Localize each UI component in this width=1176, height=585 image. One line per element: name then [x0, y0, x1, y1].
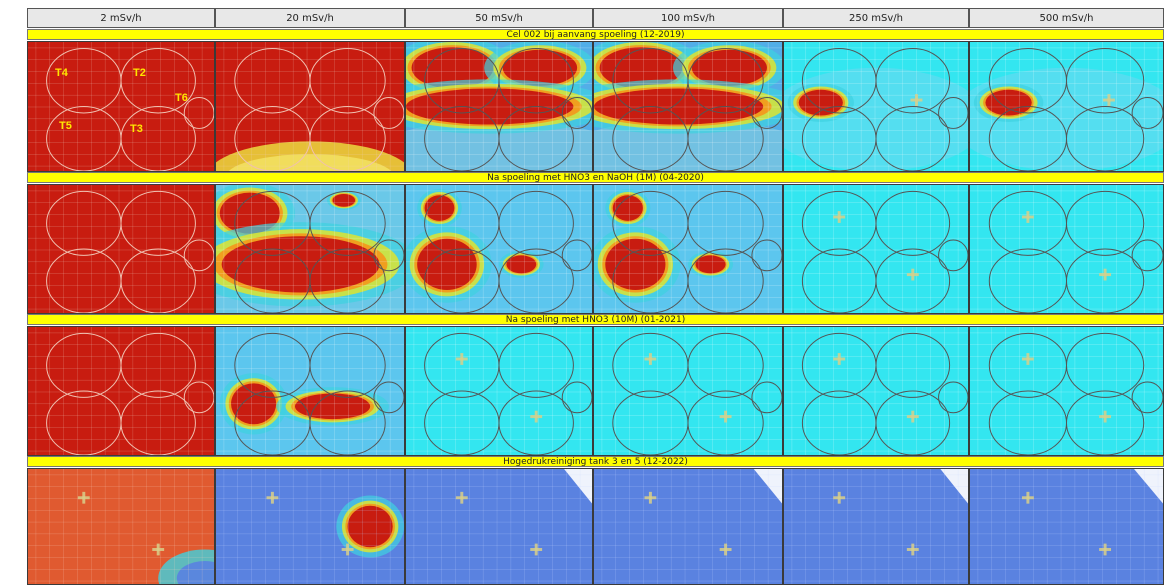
tank-label: T5 — [59, 120, 72, 132]
column-header: 100 mSv/h — [593, 8, 783, 28]
dose-map-image — [783, 326, 969, 456]
column-header: 20 mSv/h — [215, 8, 405, 28]
dose-map-image — [783, 41, 969, 172]
column-header: 2 mSv/h — [27, 8, 215, 28]
dose-map-image — [405, 184, 593, 314]
dose-map-image — [783, 468, 969, 585]
tank-label: T3 — [130, 123, 143, 135]
dose-map-image — [27, 326, 215, 456]
column-header: 50 mSv/h — [405, 8, 593, 28]
dose-map-image — [405, 468, 593, 585]
dose-map-image — [969, 326, 1164, 456]
dose-map-image — [215, 184, 405, 314]
dose-map-image — [27, 468, 215, 585]
dose-map-image — [593, 41, 783, 172]
dose-map-image — [215, 41, 405, 172]
tank-label: T2 — [133, 67, 146, 79]
dose-map-image — [593, 326, 783, 456]
dose-map-image — [27, 41, 215, 172]
dose-map-image — [969, 41, 1164, 172]
dose-map-image — [593, 184, 783, 314]
tank-label: T6 — [175, 92, 188, 104]
dose-map-image — [215, 468, 405, 585]
dose-map-image — [215, 326, 405, 456]
dose-map-image — [969, 184, 1164, 314]
dose-map-image — [969, 468, 1164, 585]
dose-map-image — [783, 184, 969, 314]
dose-map-image — [27, 184, 215, 314]
dose-map-image — [405, 41, 593, 172]
column-header: 500 mSv/h — [969, 8, 1164, 28]
dose-map-grid: 2 mSv/h 20 mSv/h 50 mSv/h 100 mSv/h 250 mSv/… — [27, 8, 1164, 585]
row-title-band: Na spoeling met HNO3 (10M) (01-2021) — [27, 314, 1164, 325]
row-title-band: Hogedrukreiniging tank 3 en 5 (12-2022) — [27, 456, 1164, 467]
tank-label: T4 — [55, 67, 68, 79]
dose-map-image — [593, 468, 783, 585]
row-title-band: Na spoeling met HNO3 en NaOH (1M) (04-20… — [27, 172, 1164, 183]
row-title-band: Cel 002 bij aanvang spoeling (12-2019) — [27, 29, 1164, 40]
dose-map-image — [405, 326, 593, 456]
column-header: 250 mSv/h — [783, 8, 969, 28]
